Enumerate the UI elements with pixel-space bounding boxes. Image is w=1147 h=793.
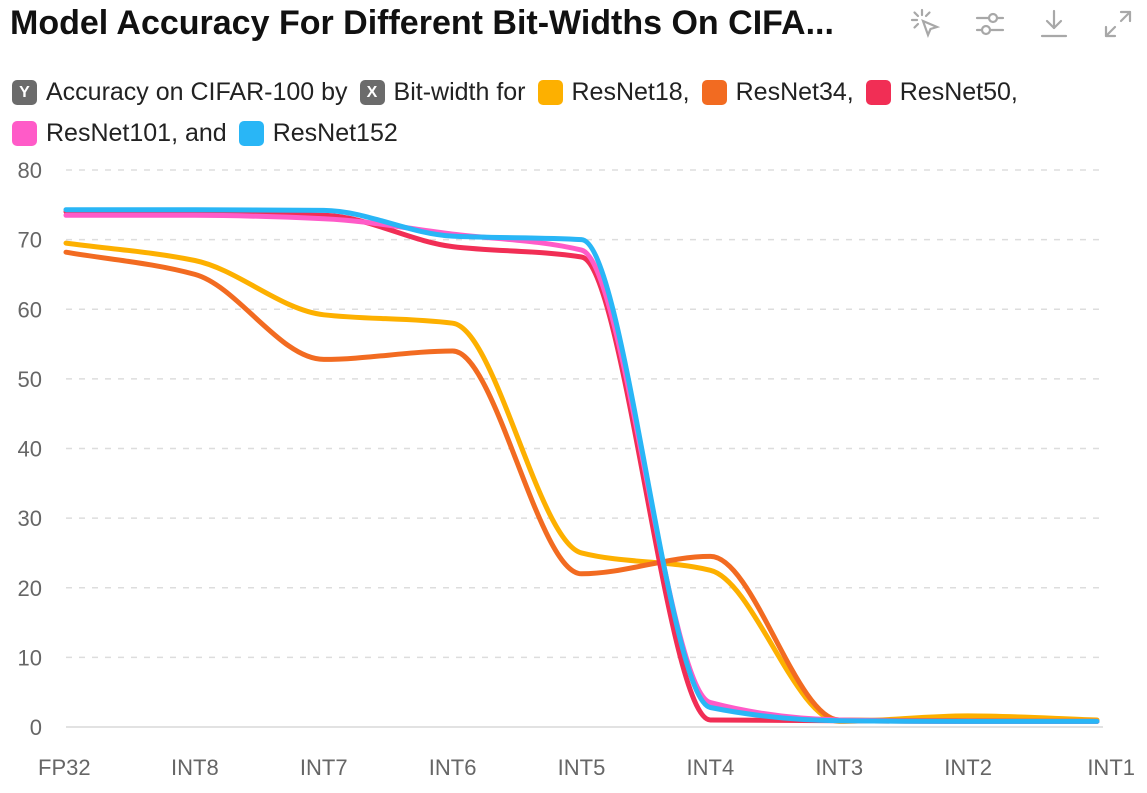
y-axis-description: Accuracy on CIFAR-100 by	[46, 78, 348, 106]
legend-swatch-resnet34	[701, 80, 727, 105]
series-line-resnet101	[63, 212, 1100, 724]
y-tick-label: 60	[18, 297, 42, 322]
x-tick-label: INT1	[1087, 755, 1135, 780]
legend-swatch-resnet101	[12, 121, 37, 146]
y-tick-label: 0	[30, 715, 42, 740]
legend-label-resnet18: ResNet18,	[571, 78, 690, 106]
legend-item-resnet50[interactable]: ResNet50,	[865, 72, 1030, 113]
x-tick-label: INT5	[558, 755, 606, 780]
download-icon[interactable]	[1033, 6, 1075, 42]
legend-label-resnet50: ResNet50,	[899, 78, 1018, 106]
y-tick-label: 80	[18, 158, 42, 183]
y-tick-label: 20	[18, 576, 42, 601]
y-tick-label: 30	[18, 506, 42, 531]
x-tick-label: INT2	[944, 755, 992, 780]
chart-title: Model Accuracy For Different Bit-Widths …	[10, 4, 834, 42]
legend-label-resnet101: ResNet101, and	[46, 119, 227, 147]
y-tick-label: 40	[18, 437, 42, 462]
series-line-resnet152	[63, 207, 1100, 724]
legend-swatch-resnet152	[238, 121, 264, 146]
legend-line-2: ResNet101, and ResNet152	[12, 113, 1122, 154]
y-tick-label: 70	[18, 228, 42, 253]
sliders-icon[interactable]	[969, 6, 1011, 42]
expand-icon[interactable]	[1097, 6, 1139, 42]
x-axis-description: Bit-width for	[393, 78, 526, 106]
series-line-resnet34	[63, 249, 1100, 724]
x-tick-label: FP32	[38, 755, 91, 780]
y-tick-label: 50	[18, 367, 42, 392]
legend-label-resnet34: ResNet34,	[735, 78, 854, 106]
select-cursor-icon[interactable]	[905, 6, 947, 42]
chart-toolbar	[905, 6, 1139, 42]
y-tick-label: 10	[18, 645, 42, 670]
legend-item-resnet101[interactable]: ResNet101, and	[12, 113, 239, 154]
x-tick-label: INT6	[429, 755, 477, 780]
y-axis-chip: Y	[12, 80, 37, 105]
x-tick-label: INT7	[300, 755, 348, 780]
x-axis-chip: X	[359, 80, 385, 105]
chart-legend: Y Accuracy on CIFAR-100 by X Bit-width f…	[12, 72, 1122, 154]
legend-line-1: Y Accuracy on CIFAR-100 by X Bit-width f…	[12, 72, 1122, 113]
legend-item-resnet34[interactable]: ResNet34,	[701, 72, 866, 113]
x-tick-label: INT8	[171, 755, 219, 780]
x-tick-label: INT3	[815, 755, 863, 780]
legend-label-resnet152: ResNet152	[272, 119, 398, 147]
legend-swatch-resnet18	[537, 80, 563, 105]
series-line-resnet18	[63, 240, 1100, 724]
x-tick-label: INT4	[687, 755, 735, 780]
legend-item-resnet18[interactable]: ResNet18,	[537, 72, 702, 113]
legend-swatch-resnet50	[865, 80, 891, 105]
legend-item-resnet152[interactable]: ResNet152	[238, 113, 410, 154]
